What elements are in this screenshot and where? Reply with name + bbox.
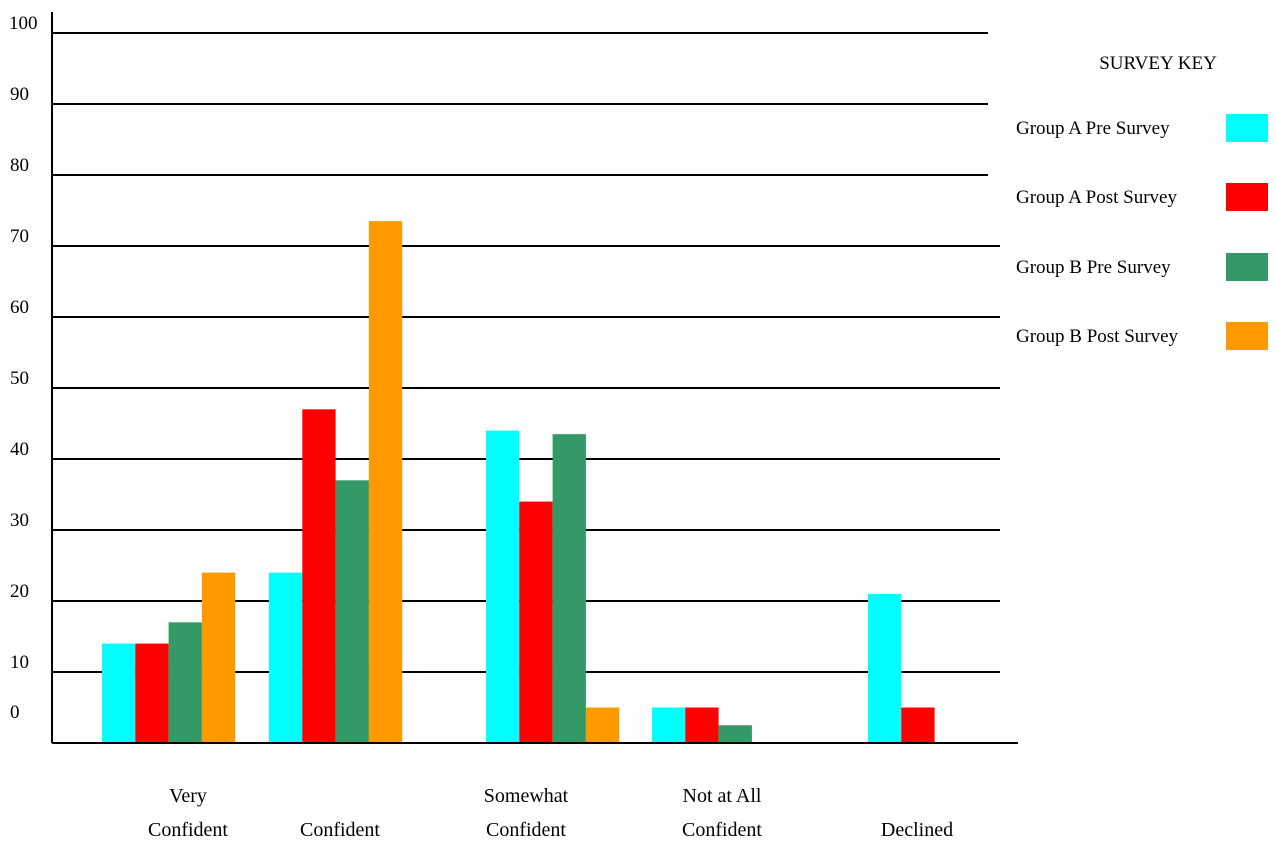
y-tick-label: 70: [10, 226, 29, 247]
bars: [102, 221, 935, 743]
legend-swatch: [1226, 183, 1268, 211]
x-tick-label: Very: [169, 785, 207, 807]
bar: [718, 725, 752, 743]
x-tick-label: Confident: [682, 819, 762, 841]
bar: [302, 409, 336, 743]
y-tick-label: 0: [10, 702, 20, 723]
bar: [685, 707, 719, 743]
legend-swatch: [1226, 253, 1268, 281]
x-tick-label: Confident: [486, 819, 566, 841]
bar: [102, 643, 136, 743]
axes: [51, 12, 1018, 744]
legend-swatch: [1226, 114, 1268, 142]
bar: [486, 430, 520, 743]
y-tick-label: 90: [10, 84, 29, 105]
x-tick-label: Confident: [300, 819, 380, 841]
bar: [652, 707, 686, 743]
x-tick-labels: Very Confident Confident Somewhat Confident N…: [148, 785, 953, 841]
legend-title: SURVEY KEY: [1099, 53, 1217, 74]
y-tick-labels: 0 10 20 30 40 50 60 70 80 90 100: [9, 13, 38, 723]
x-tick-label: Somewhat: [484, 785, 569, 807]
legend-label: Group B Pre Survey: [1016, 257, 1171, 278]
bar: [201, 572, 236, 743]
y-tick-label: 20: [10, 581, 29, 602]
legend-label: Group A Pre Survey: [1016, 118, 1170, 139]
y-tick-label: 60: [10, 297, 29, 318]
y-tick-label: 10: [10, 652, 29, 673]
x-tick-label: Not at All: [683, 785, 762, 807]
y-tick-label: 80: [10, 155, 29, 176]
legend-label: Group A Post Survey: [1016, 187, 1177, 208]
bar: [552, 434, 586, 743]
bar: [519, 501, 553, 743]
bar: [868, 593, 902, 743]
legend: SURVEY KEY Group A Pre Survey Group A Pos…: [1016, 53, 1268, 350]
bar: [135, 643, 169, 743]
y-tick-label: 40: [10, 439, 29, 460]
legend-label: Group B Post Survey: [1016, 326, 1179, 347]
legend-swatch: [1226, 322, 1268, 350]
y-tick-label: 100: [9, 13, 38, 34]
bar: [168, 622, 202, 743]
x-tick-label: Declined: [881, 819, 953, 841]
bar: [269, 572, 303, 743]
bar: [368, 221, 403, 743]
bar: [335, 480, 369, 743]
bar: [901, 707, 935, 743]
y-tick-label: 50: [10, 368, 29, 389]
bar: [585, 707, 620, 743]
x-tick-label: Confident: [148, 819, 228, 841]
y-tick-label: 30: [10, 510, 29, 531]
